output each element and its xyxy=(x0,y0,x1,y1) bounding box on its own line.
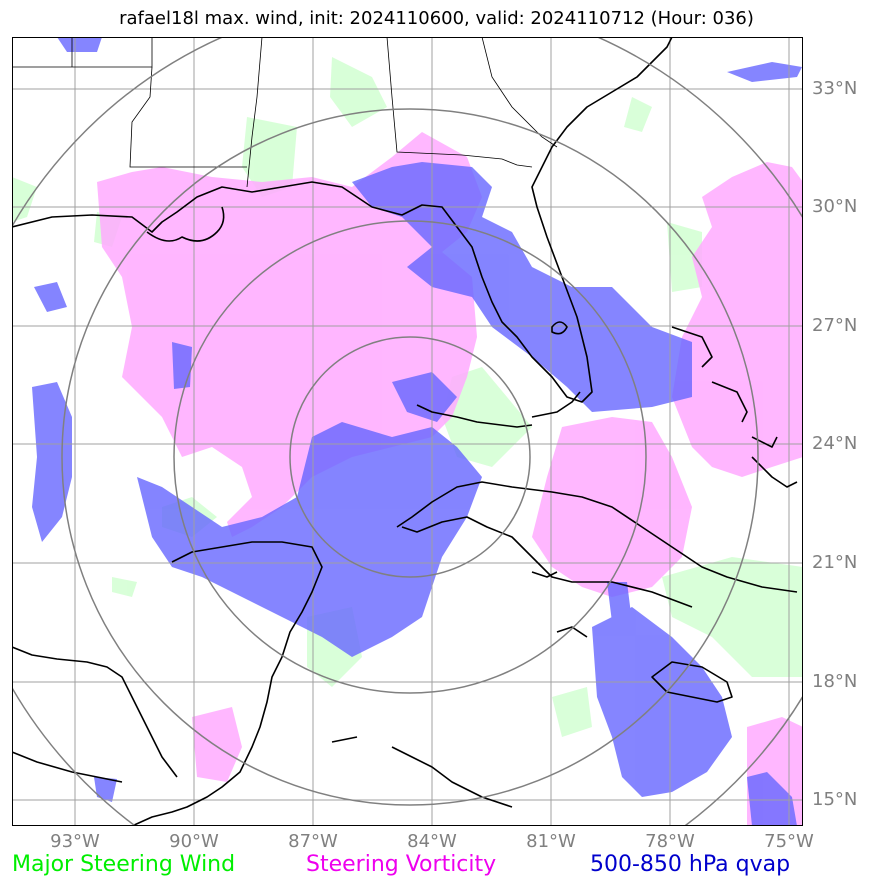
lon-label-75w: 75°W xyxy=(764,831,814,852)
lat-label-15n: 15°N xyxy=(812,789,858,810)
gridlines xyxy=(12,37,803,826)
coastlines xyxy=(12,37,798,826)
lon-label-90w: 90°W xyxy=(169,831,219,852)
forecast-map xyxy=(12,37,803,826)
lat-label-24n: 24°N xyxy=(812,433,858,454)
legend-major-steering-wind: Major Steering Wind xyxy=(12,852,236,877)
map-title: rafael18l max. wind, init: 2024110600, v… xyxy=(119,8,754,29)
lat-label-30n: 30°N xyxy=(812,196,858,217)
lon-label-87w: 87°W xyxy=(288,831,338,852)
lat-label-21n: 21°N xyxy=(812,552,858,573)
state-borders xyxy=(12,37,558,188)
lon-label-81w: 81°W xyxy=(526,831,576,852)
lat-label-27n: 27°N xyxy=(812,315,858,336)
legend-qvap: 500-850 hPa qvap xyxy=(590,852,791,877)
lon-label-78w: 78°W xyxy=(645,831,695,852)
range-rings xyxy=(12,37,803,826)
lon-label-93w: 93°W xyxy=(50,831,100,852)
legend-steering-vorticity: Steering Vorticity xyxy=(306,852,497,877)
lon-label-84w: 84°W xyxy=(407,831,457,852)
qvap-field xyxy=(32,37,802,826)
lat-label-33n: 33°N xyxy=(812,78,858,99)
lat-label-18n: 18°N xyxy=(812,671,858,692)
